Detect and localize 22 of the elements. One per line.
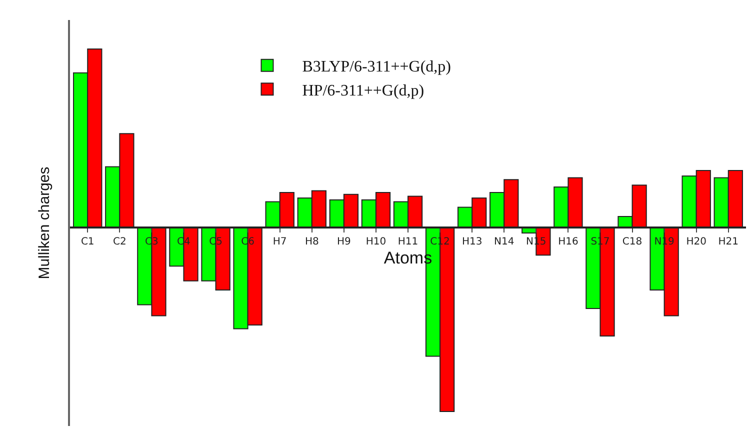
x-tick-label: C5 xyxy=(209,236,222,248)
x-tick-label: N14 xyxy=(494,236,514,248)
x-tick-label: H20 xyxy=(686,236,706,248)
x-tick-label: C1 xyxy=(80,236,94,248)
x-tick-label: C2 xyxy=(112,236,126,248)
x-tick-label: N19 xyxy=(654,236,674,248)
x-tick-label: C18 xyxy=(622,236,642,248)
x-tick-label: H21 xyxy=(718,236,739,248)
x-tick-label: C3 xyxy=(145,236,158,248)
x-tick-label: C4 xyxy=(177,236,190,248)
x-tick-label: H7 xyxy=(272,236,287,248)
x-tick-label: H13 xyxy=(462,236,482,248)
legend-label: B3LYP/6-311++G(d,p) xyxy=(302,58,451,76)
x-tick-label: H16 xyxy=(558,236,578,248)
x-tick-label: H9 xyxy=(336,236,351,248)
x-tick-label: N15 xyxy=(526,236,546,248)
x-tick-label: H10 xyxy=(366,236,386,248)
legend-label: HP/6-311++G(d,p) xyxy=(302,82,424,100)
x-tick-label: H11 xyxy=(398,236,418,248)
x-tick-label: C6 xyxy=(241,236,254,248)
x-tick-label: H8 xyxy=(304,236,319,248)
y-axis-title: Mulliken charges xyxy=(36,166,53,280)
